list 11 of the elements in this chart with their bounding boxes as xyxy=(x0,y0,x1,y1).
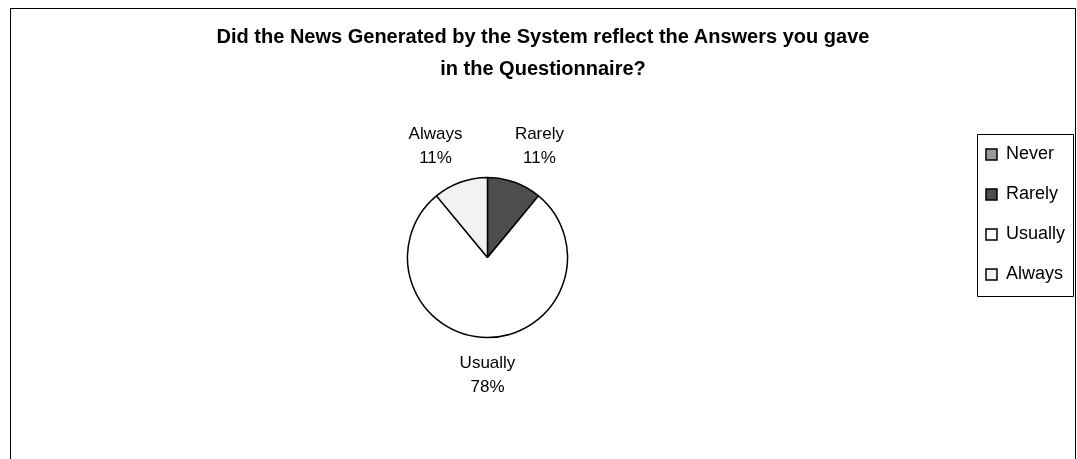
chart-title: Did the News Generated by the System reflect the Answers you gave in the Questionnaire? xyxy=(216,24,870,79)
legend-label: Usually xyxy=(1005,223,1066,244)
slice-label: Usually xyxy=(459,353,516,373)
data-label: 11% xyxy=(419,148,452,168)
slice-label: Rarely xyxy=(514,124,565,144)
legend-label: Never xyxy=(1005,143,1054,164)
legend-label: Rarely xyxy=(1005,183,1058,204)
data-label: 11% xyxy=(523,148,556,168)
legend-label: Always xyxy=(1005,263,1063,284)
slice-label: Always xyxy=(408,124,463,144)
data-label: 78% xyxy=(470,377,505,397)
